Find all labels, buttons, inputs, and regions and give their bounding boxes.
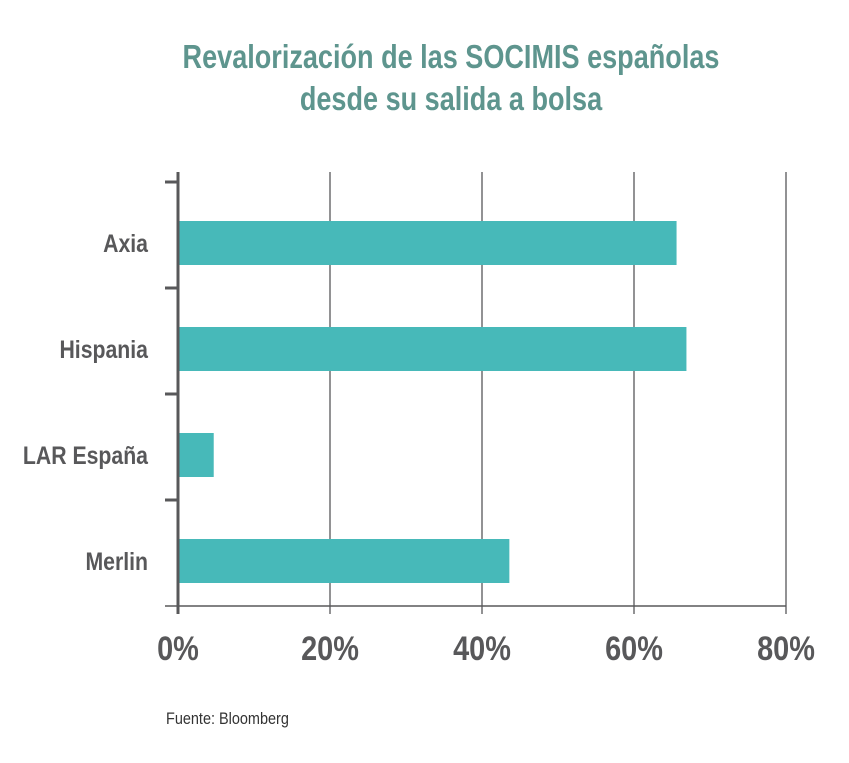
bar-hispania xyxy=(178,327,687,371)
chart-title: Revalorización de las SOCIMIS españolas … xyxy=(81,36,821,120)
x-tick-label: 20% xyxy=(301,629,359,668)
source-note: Fuente: Bloomberg xyxy=(166,709,289,728)
category-label: Axia xyxy=(103,229,149,257)
chart-title-line-2: desde su salida a bolsa xyxy=(299,80,603,117)
bar-axia xyxy=(178,221,677,265)
x-tick-label: 60% xyxy=(605,629,663,668)
category-label: Merlin xyxy=(85,547,148,575)
category-label: LAR España xyxy=(23,441,149,469)
x-tick-label: 0% xyxy=(157,629,199,668)
bar-merlin xyxy=(178,539,510,583)
chart-title-line-1: Revalorización de las SOCIMIS españolas xyxy=(182,38,720,75)
bar-lar-españa xyxy=(178,433,214,477)
x-tick-label: 40% xyxy=(453,629,511,668)
x-tick-label: 80% xyxy=(757,629,815,668)
category-label: Hispania xyxy=(59,335,149,363)
